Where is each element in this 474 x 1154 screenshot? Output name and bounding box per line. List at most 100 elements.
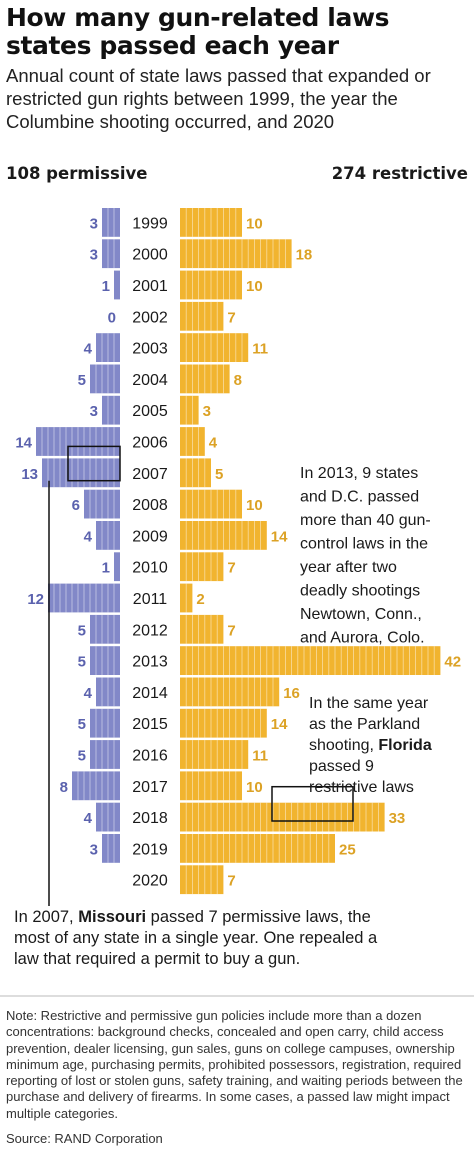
restrictive-bar-2012: [180, 614, 224, 644]
permissive-value-2011: 12: [27, 591, 44, 608]
restrictive-value-2016: 11: [252, 748, 268, 765]
annotation-2007-line: In 2007, Missouri passed 7 permissive la…: [14, 908, 371, 926]
restrictive-bar-2007: [180, 458, 211, 488]
permissive-bar-2004: [90, 364, 120, 394]
year-label-2020: 2020: [132, 873, 168, 890]
permissive-value-1999: 3: [90, 215, 98, 232]
restrictive-value-2005: 3: [203, 403, 211, 420]
year-label-2003: 2003: [132, 341, 168, 358]
annotation-2013-line: In 2013, 9 states: [300, 465, 418, 482]
year-label-2008: 2008: [132, 497, 168, 514]
restrictive-value-2006: 4: [209, 435, 218, 452]
year-label-2002: 2002: [132, 309, 168, 326]
permissive-value-2000: 3: [90, 247, 98, 264]
restrictive-value-2012: 7: [227, 622, 235, 639]
annotation-2018-span: In the same year: [309, 695, 429, 712]
permissive-bar-2001: [114, 270, 120, 300]
annotation-2018-span: passed 9: [309, 758, 374, 775]
restrictive-value-2011: 2: [196, 591, 204, 608]
restrictive-bar-2003: [180, 333, 249, 362]
restrictive-value-2003: 11: [252, 341, 268, 358]
restrictive-value-2013: 42: [444, 654, 461, 671]
year-label-2004: 2004: [132, 372, 168, 389]
permissive-value-2005: 3: [90, 403, 98, 420]
annotation-2007-span: In 2007,: [14, 908, 78, 926]
annotation-2007-span: most of any state in a single year. One …: [14, 929, 378, 947]
annotation-2013-line: deadly shootings: [300, 583, 420, 600]
annotation-2018-span: shooting,: [309, 737, 378, 754]
permissive-bar-2012: [90, 614, 120, 644]
permissive-value-2009: 4: [84, 528, 93, 545]
year-label-2007: 2007: [132, 466, 168, 483]
restrictive-bar-2016: [180, 740, 249, 769]
restrictive-value-2020: 7: [227, 873, 235, 890]
year-label-2016: 2016: [132, 748, 168, 765]
year-label-2015: 2015: [132, 716, 168, 733]
year-label-2017: 2017: [132, 779, 168, 796]
florida-highlight-box: [271, 785, 354, 822]
year-label-2011: 2011: [133, 591, 168, 608]
restrictive-value-2000: 18: [296, 247, 313, 264]
restrictive-value-2001: 10: [246, 278, 263, 295]
missouri-highlight-box: [67, 445, 121, 482]
year-label-2009: 2009: [132, 528, 168, 545]
restrictive-bar-2005: [180, 395, 199, 425]
year-label-2001: 2001: [132, 278, 168, 295]
permissive-bar-2015: [90, 708, 120, 738]
chart-source: Source: RAND Corporation: [6, 1131, 163, 1146]
permissive-value-2006: 14: [15, 435, 32, 452]
year-label-2019: 2019: [132, 841, 168, 858]
annotation-2007-line: most of any state in a single year. One …: [14, 929, 378, 947]
year-label-2014: 2014: [132, 685, 168, 702]
permissive-bar-2005: [102, 395, 120, 425]
year-label-2006: 2006: [132, 435, 168, 452]
annotation-2013-line: Newtown, Conn.,: [300, 606, 422, 623]
permissive-value-2012: 5: [78, 622, 86, 639]
annotation-2018-line: as the Parkland: [309, 716, 420, 733]
restrictive-total-label: 274 restrictive: [331, 164, 468, 183]
restrictive-value-2019: 25: [339, 841, 356, 858]
annotation-2018-line: passed 9: [309, 758, 374, 775]
permissive-value-2014: 4: [84, 685, 93, 702]
restrictive-value-2018: 33: [389, 810, 406, 827]
permissive-bar-2019: [102, 834, 120, 863]
year-label-2013: 2013: [132, 654, 168, 671]
annotation-2007-span: Missouri: [78, 908, 146, 926]
year-label-1999: 1999: [132, 215, 168, 232]
annotation-2007-span: passed 7 permissive laws, the: [146, 908, 371, 926]
restrictive-bar-2010: [180, 552, 224, 582]
permissive-bar-2000: [102, 239, 120, 269]
permissive-total-label: 108 permissive: [6, 164, 148, 183]
year-label-2018: 2018: [132, 810, 168, 827]
permissive-value-2008: 6: [72, 497, 80, 514]
restrictive-bar-2002: [180, 301, 224, 331]
restrictive-value-2017: 10: [246, 779, 263, 796]
permissive-value-2013: 5: [78, 654, 86, 671]
permissive-bar-2013: [90, 646, 120, 675]
annotation-2018-span: restrictive laws: [309, 779, 414, 796]
permissive-value-2018: 4: [84, 810, 93, 827]
restrictive-value-2010: 7: [227, 560, 235, 577]
restrictive-value-2008: 10: [246, 497, 263, 514]
annotation-2018-span: Florida: [378, 737, 431, 754]
chart-subtitle: Annual count of state laws passed that e…: [6, 65, 431, 132]
year-label-2005: 2005: [132, 403, 168, 420]
permissive-value-2019: 3: [90, 841, 98, 858]
annotation-2013-line: control laws in the: [300, 536, 428, 553]
restrictive-value-2002: 7: [227, 309, 235, 326]
permissive-bar-1999: [102, 208, 120, 237]
year-label-2000: 2000: [132, 247, 168, 264]
restrictive-value-2007: 5: [215, 466, 223, 483]
permissive-value-2003: 4: [84, 341, 93, 358]
annotation-2018-line: restrictive laws: [309, 779, 414, 796]
chart-note: Note: Restrictive and permissive gun pol…: [6, 1008, 463, 1121]
chart-title: How many gun-related laws states passed …: [6, 3, 390, 60]
permissive-value-2004: 5: [78, 372, 86, 389]
permissive-value-2007: 13: [21, 466, 38, 483]
permissive-value-2016: 5: [78, 748, 86, 765]
restrictive-value-1999: 10: [246, 215, 263, 232]
annotation-2018-line: shooting, Florida: [309, 737, 432, 754]
year-label-2010: 2010: [132, 560, 168, 577]
annotation-2013-line: and Aurora, Colo.: [300, 630, 425, 647]
